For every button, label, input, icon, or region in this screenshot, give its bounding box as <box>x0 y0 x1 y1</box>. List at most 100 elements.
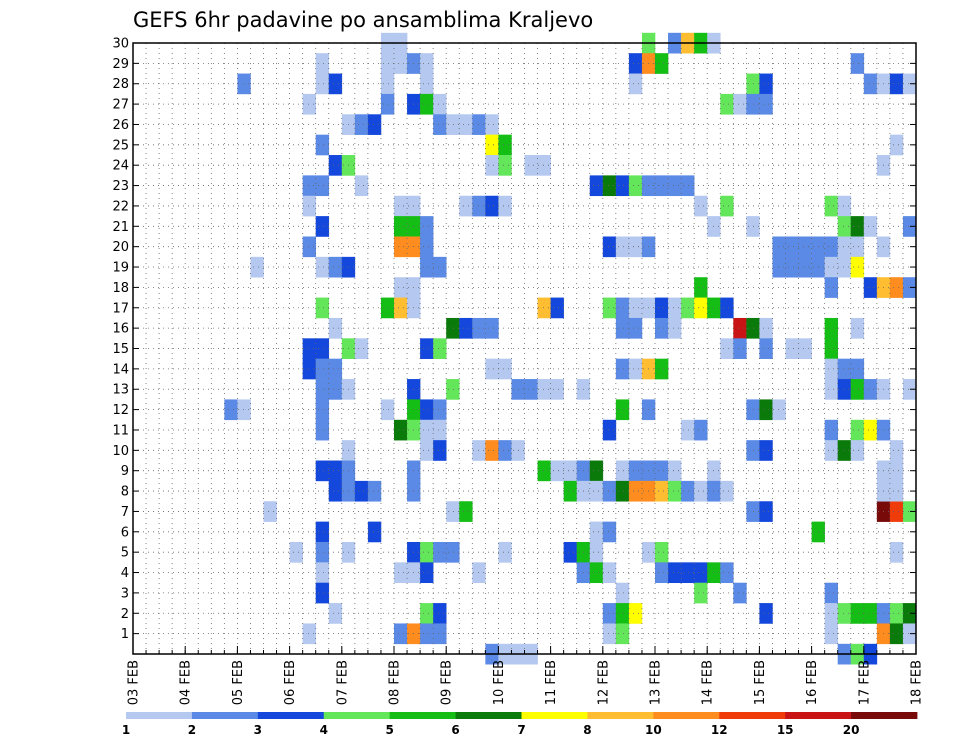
heat-cell <box>655 480 669 502</box>
heat-cell <box>498 195 512 217</box>
heat-cell <box>655 562 669 584</box>
heat-cell <box>615 317 630 339</box>
heat-cell <box>759 317 773 339</box>
heat-cell <box>289 541 303 563</box>
heat-cell <box>772 256 786 278</box>
y-tick-label: 22 <box>112 199 129 214</box>
heat-cell <box>628 317 643 339</box>
legend-label: 7 <box>517 723 525 737</box>
heat-cell <box>863 419 878 441</box>
heat-cell <box>733 582 747 604</box>
heat-cell <box>850 440 865 461</box>
heat-cell <box>681 419 695 441</box>
x-tick-label: 05 FEB <box>231 660 246 705</box>
heat-cell <box>850 603 865 624</box>
heat-cell <box>563 541 577 563</box>
y-tick-label: 19 <box>112 261 129 276</box>
heat-cell <box>837 195 852 217</box>
heat-cell <box>394 236 408 258</box>
heat-cell <box>694 582 708 604</box>
heat-cell <box>785 338 799 359</box>
heat-cell <box>315 134 330 156</box>
heat-cell <box>694 419 708 441</box>
x-tick-label: 08 FEB <box>388 660 403 705</box>
heat-cell <box>315 358 330 380</box>
heat-cell <box>628 297 643 319</box>
heat-cell <box>380 53 395 74</box>
heat-cell <box>302 93 316 115</box>
heat-cell <box>315 460 330 482</box>
heat-cell <box>446 541 460 563</box>
heat-cell <box>694 195 708 217</box>
y-tick-label: 26 <box>112 118 129 133</box>
heat-cell <box>537 155 551 176</box>
heat-cell <box>302 358 316 380</box>
legend-swatch <box>191 712 259 719</box>
heat-cell <box>694 297 708 319</box>
heat-cell <box>563 480 577 502</box>
heat-cell <box>459 195 473 217</box>
heat-cell <box>863 277 878 298</box>
heat-cell <box>850 216 865 237</box>
y-tick-label: 20 <box>112 240 129 255</box>
heat-cell <box>850 358 865 380</box>
heat-cell <box>537 460 551 482</box>
heat-cell <box>902 603 917 624</box>
heat-cell <box>420 541 434 563</box>
heat-cell <box>850 379 865 400</box>
heat-cell <box>850 419 865 441</box>
x-tick-label: 12 FEB <box>596 660 611 705</box>
heat-cell <box>837 358 852 380</box>
heat-cell <box>420 216 434 237</box>
legend-label: 15 <box>777 723 794 737</box>
heat-cell <box>824 379 838 400</box>
heat-cell <box>420 399 434 421</box>
heat-cell <box>433 256 447 278</box>
heat-cell <box>367 480 382 502</box>
x-tick-label: 09 FEB <box>440 660 455 705</box>
heat-cell <box>433 93 447 115</box>
heat-cell <box>589 460 604 482</box>
heat-cell <box>902 73 917 95</box>
heat-cell <box>615 623 630 645</box>
heat-cell <box>785 236 799 258</box>
y-tick-label: 4 <box>121 566 129 581</box>
x-tick-label: 04 FEB <box>179 660 194 705</box>
y-tick-label: 21 <box>112 220 129 235</box>
heat-cell <box>850 256 865 278</box>
heat-cell <box>380 93 395 115</box>
heat-cell <box>315 53 330 74</box>
heat-cell <box>589 480 604 502</box>
x-tick-label: 14 FEB <box>701 660 716 705</box>
y-tick-label: 11 <box>112 423 129 438</box>
heat-cell <box>902 277 917 298</box>
heat-cell <box>615 358 630 380</box>
heat-cell <box>302 195 316 217</box>
heat-cell <box>367 521 382 543</box>
heat-cell <box>759 501 773 522</box>
heat-cell <box>420 603 434 624</box>
y-tick-label: 27 <box>112 98 129 113</box>
heat-cell <box>615 460 630 482</box>
heat-cell <box>328 379 343 400</box>
heat-cell <box>589 562 604 584</box>
legend-swatch <box>389 712 456 719</box>
heat-cell <box>315 562 330 584</box>
heat-cell <box>628 73 643 95</box>
heat-cell <box>498 358 512 380</box>
heat-cell <box>315 582 330 604</box>
heat-cell <box>550 297 564 319</box>
y-tick-label: 15 <box>112 342 129 357</box>
heat-cell <box>798 256 812 278</box>
heat-cell <box>759 93 773 115</box>
heat-cell <box>824 358 838 380</box>
legend-swatch <box>455 712 522 719</box>
heat-cell <box>263 501 277 522</box>
heat-cell <box>902 501 917 522</box>
x-tick-label: 18 FEB <box>910 660 925 705</box>
heat-cell <box>837 379 852 400</box>
heat-cell <box>394 297 408 319</box>
heat-cell <box>798 236 812 258</box>
heat-cell <box>615 175 630 197</box>
